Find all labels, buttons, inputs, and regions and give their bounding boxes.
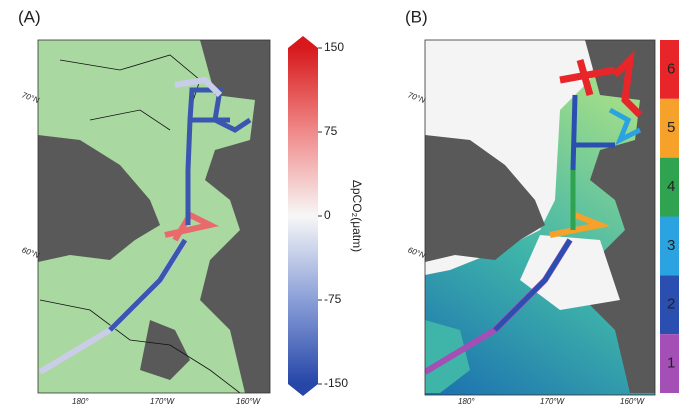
- lon-label: 180°: [72, 397, 89, 406]
- tick-label: -150: [324, 376, 348, 390]
- map-a: [38, 40, 270, 393]
- class-legend: 6 5 4 3 2 1: [660, 40, 679, 393]
- class-label: 6: [667, 60, 675, 77]
- lon-label: 160°W: [620, 397, 646, 406]
- lon-label: 170°W: [540, 397, 566, 406]
- class-label: 1: [667, 355, 675, 372]
- lon-label: 160°W: [236, 397, 262, 406]
- colorbar: 150 75 0 -75 -150: [288, 36, 348, 396]
- lat-label: 60°N: [407, 245, 427, 260]
- tick-label: -75: [324, 292, 342, 306]
- figure: (A) 70°N 60°N 180° 170°W 160°W 150 75 0 -75…: [0, 0, 679, 407]
- class-label: 5: [667, 119, 675, 136]
- class-label: 2: [667, 296, 675, 313]
- tick-label: 150: [324, 40, 344, 54]
- panel-label: (B): [405, 7, 428, 26]
- tick-label: 0: [324, 208, 331, 222]
- lat-label: 70°N: [407, 90, 427, 105]
- class-label: 4: [667, 178, 675, 195]
- lon-label: 170°W: [150, 397, 176, 406]
- class-label: 3: [667, 237, 675, 254]
- colorbar-title: ΔpCO₂(μatm): [350, 180, 364, 252]
- map-b: [425, 40, 655, 395]
- panel-label: (A): [18, 7, 41, 26]
- lon-label: 180°: [458, 397, 475, 406]
- tick-label: 75: [324, 124, 338, 138]
